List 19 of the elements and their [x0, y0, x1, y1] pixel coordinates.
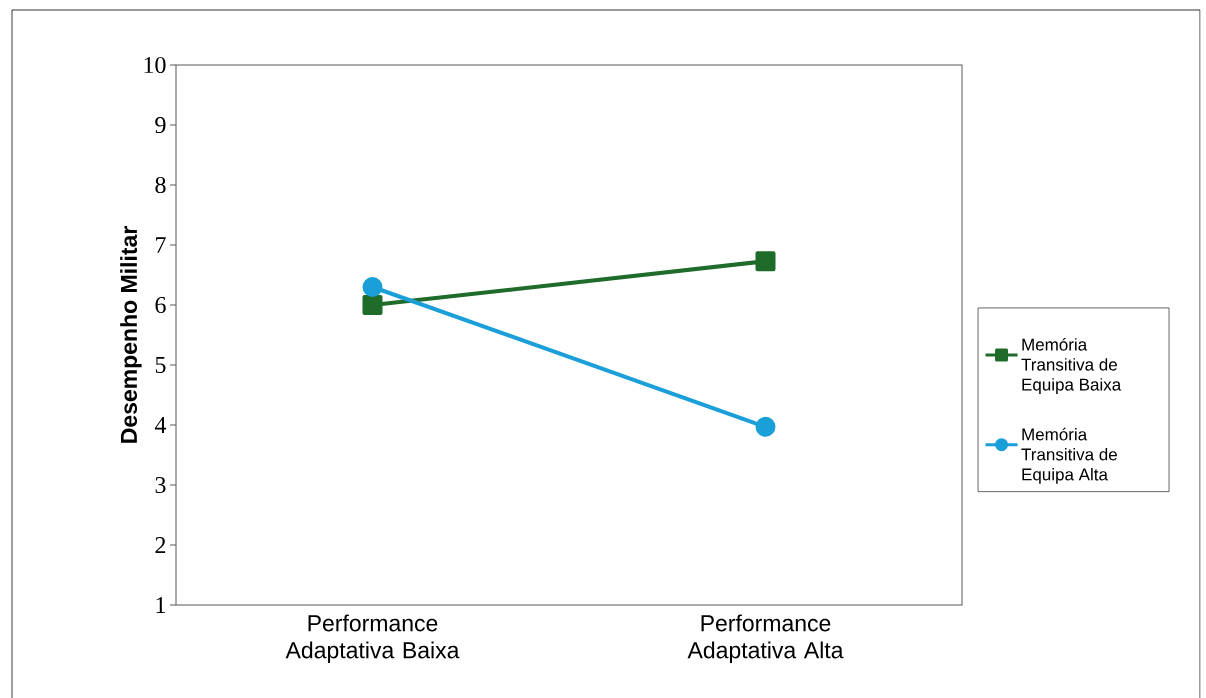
point [755, 416, 776, 437]
y-tick-label: 1 [156, 597, 166, 613]
point [362, 277, 383, 297]
y-axis-title: Desempenho Militar [120, 226, 142, 443]
y-tick-label: 2 [155, 537, 166, 553]
y-tick-label: 6 [155, 296, 166, 314]
legend-label: Memória Transitiva de Equipa Alta [1021, 427, 1117, 484]
point [362, 295, 383, 315]
y-tick-label: 5 [155, 357, 166, 373]
y-tick-label: 7 [156, 237, 166, 253]
point [755, 251, 776, 272]
x-tick-label: Performance Adaptativa Alta [687, 614, 844, 663]
x-tick-label: Performance Adaptativa Baixa [285, 614, 460, 663]
y-tick-label: 3 [155, 476, 166, 494]
y-tick-label: 8 [155, 176, 166, 194]
y-tick-label: 9 [155, 116, 166, 134]
y-tick-label: 4 [154, 417, 167, 433]
y-tick-label: 10 [144, 56, 166, 74]
legend-label: Memória Transitiva de Equipa Baixa [1021, 337, 1122, 394]
